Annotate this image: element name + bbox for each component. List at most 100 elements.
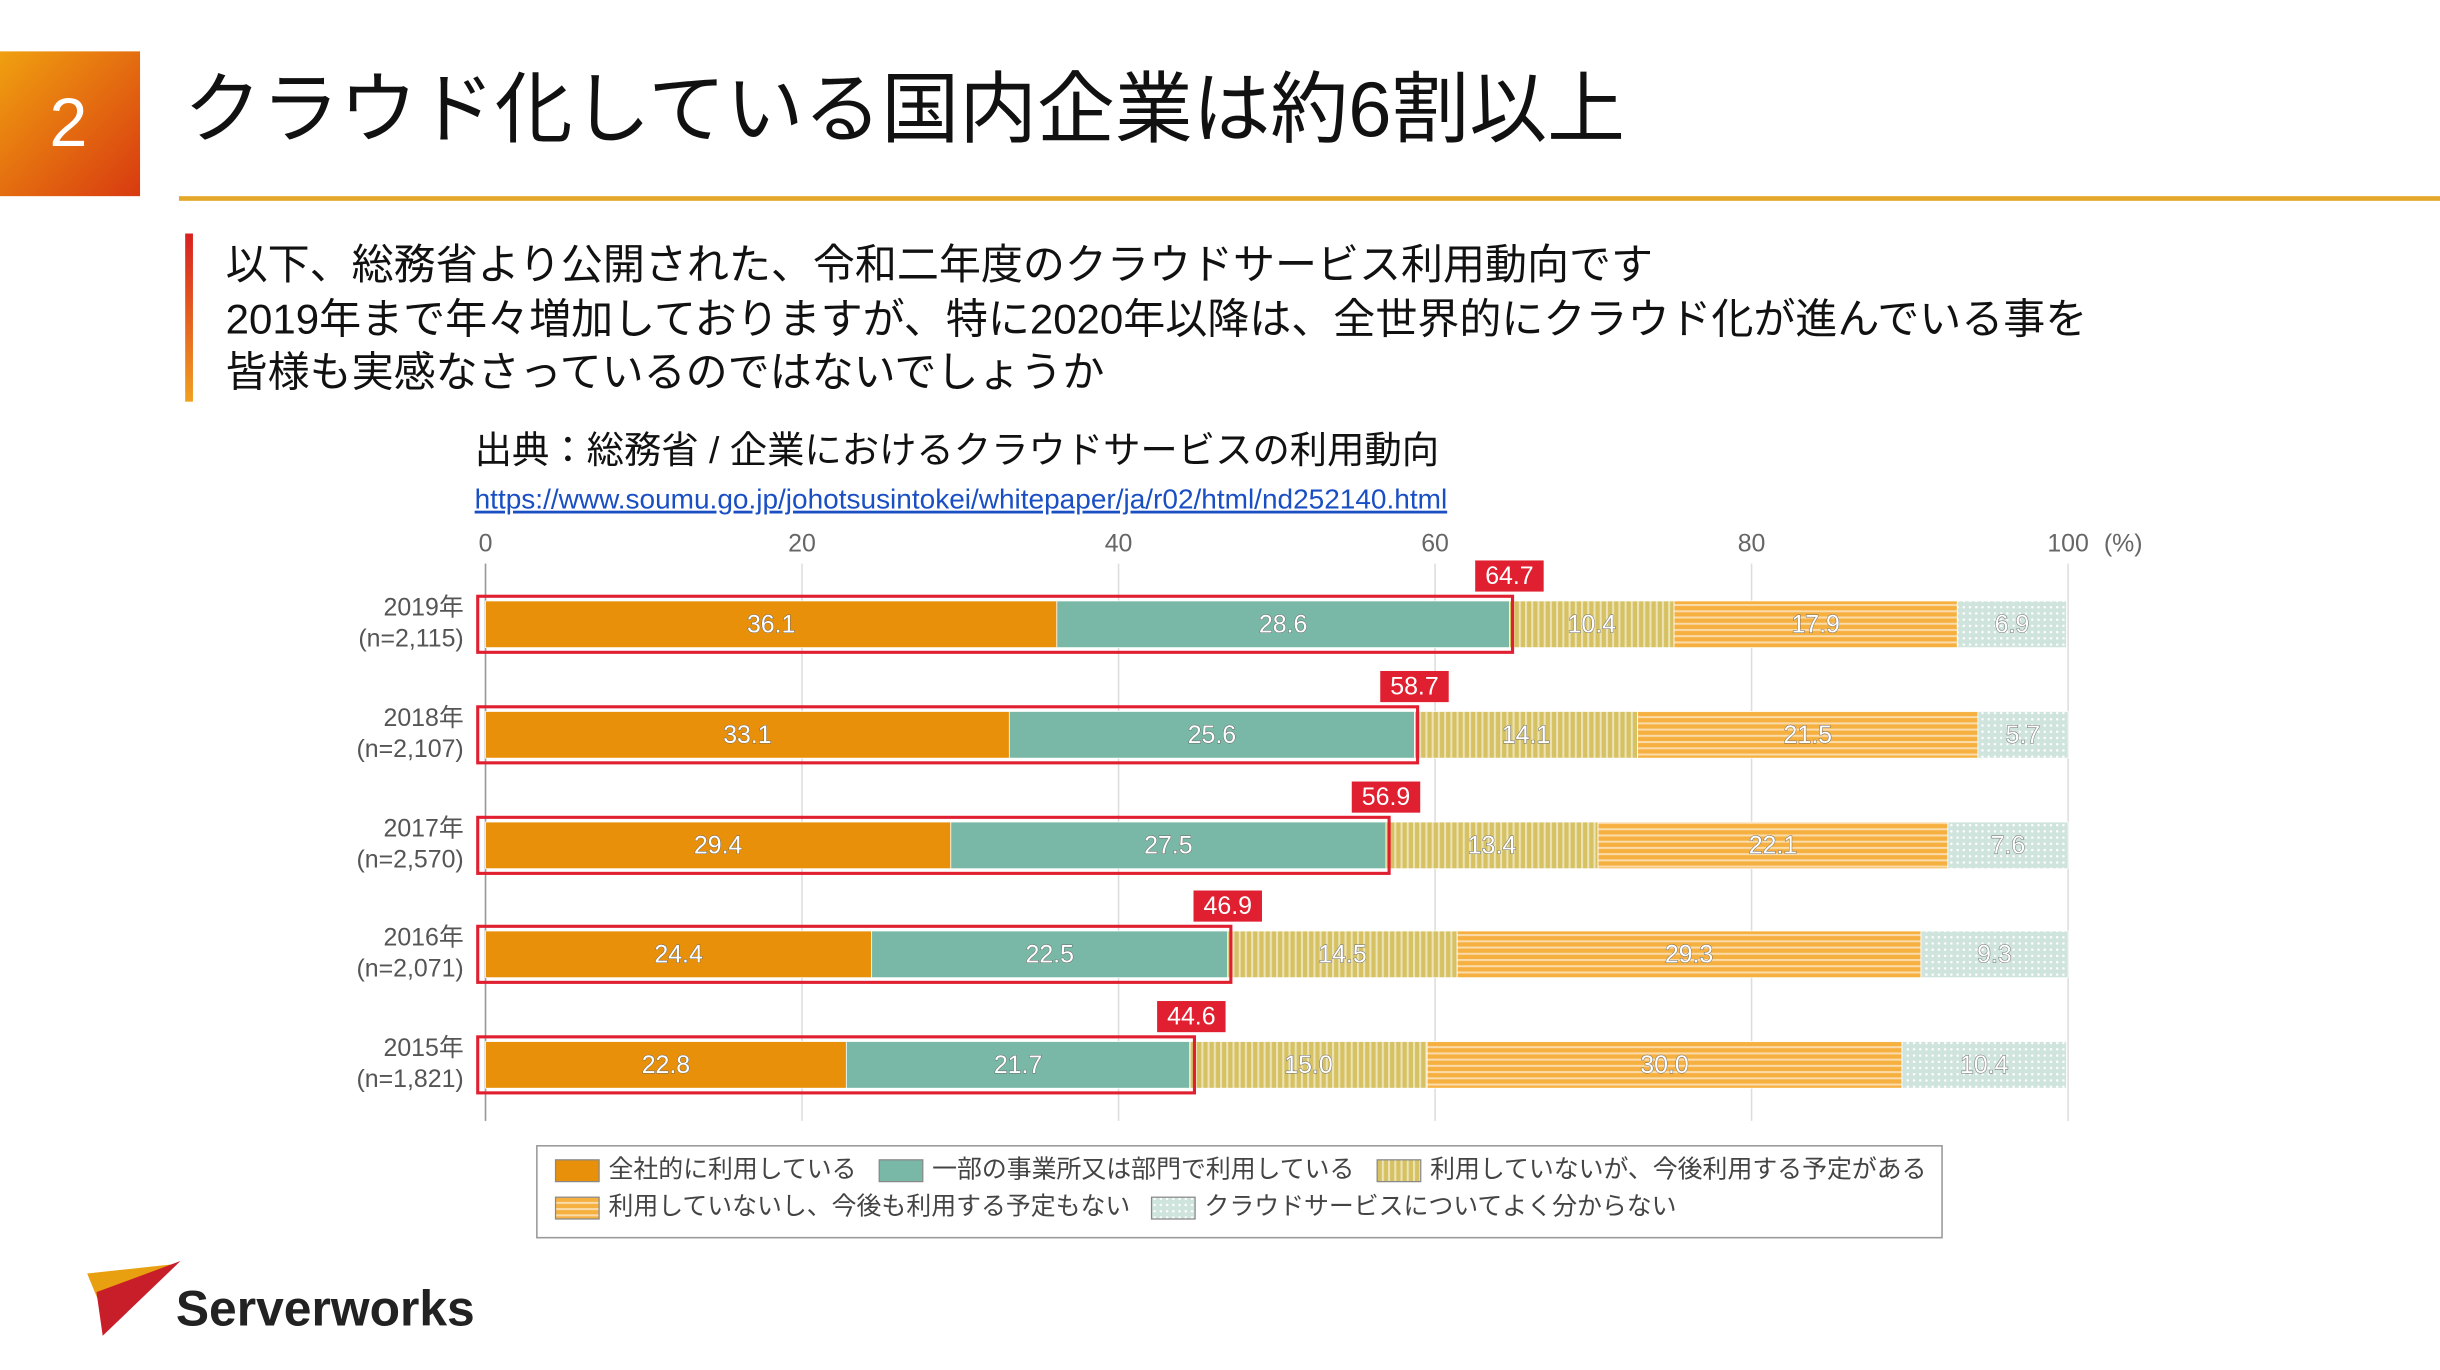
- data-label: 21.5: [1784, 721, 1832, 749]
- x-tick-label: 20: [788, 529, 816, 557]
- data-label: 25.6: [1188, 721, 1236, 749]
- category-label: 2016年: [383, 923, 463, 951]
- data-label: 22.8: [642, 1051, 690, 1079]
- slide-title: クラウド化している国内企業は約6割以上: [184, 67, 1625, 153]
- bar-segment: [485, 600, 1058, 649]
- category-sample: (n=2,071): [356, 954, 463, 982]
- legend-swatch: [554, 1196, 600, 1220]
- bar-segment: [485, 821, 952, 870]
- x-tick-label: 60: [1421, 529, 1449, 557]
- category-label: 2017年: [383, 814, 463, 842]
- source: 出典：総務省 / 企業におけるクラウドサービスの利用動向: [475, 429, 1440, 471]
- data-label: 29.3: [1665, 940, 1713, 968]
- bar-segment: [1977, 711, 2069, 759]
- bar-segment: [1227, 930, 1458, 979]
- data-label: 24.4: [654, 940, 703, 968]
- bar-segment: [1597, 821, 1949, 870]
- data-label: 22.1: [1749, 831, 1797, 859]
- category-sample: (n=2,107): [356, 735, 463, 763]
- legend-label: クラウドサービスについてよく分からない: [1204, 1193, 1676, 1221]
- data-label: 6.9: [1995, 610, 2030, 638]
- legend-swatch: [1150, 1196, 1196, 1220]
- category-sample: (n=2,115): [358, 624, 463, 652]
- legend-label: 利用していないし、今後も利用する予定もない: [608, 1193, 1130, 1221]
- bar-segment: [1189, 1041, 1428, 1089]
- data-label: 22.5: [1025, 940, 1073, 968]
- highlight-box: [476, 924, 1233, 984]
- data-label: 33.1: [723, 721, 771, 749]
- total-badge: [1380, 670, 1449, 703]
- x-tick-label: 80: [1738, 529, 1766, 557]
- data-label: 29.4: [694, 831, 743, 859]
- legend-label: 一部の事業所又は部門で利用している: [932, 1155, 1354, 1183]
- data-label: 17.9: [1791, 610, 1839, 638]
- total-label: 46.9: [1204, 892, 1252, 920]
- legend-label: 全社的に利用している: [608, 1155, 856, 1183]
- data-label: 30.0: [1640, 1051, 1688, 1079]
- number-badge: [0, 51, 141, 197]
- highlight-box: [476, 594, 1515, 654]
- x-tick-label: 40: [1105, 529, 1133, 557]
- body-line: 2019年まで年々増加しておりますが、特に2020年以降は、全世界的にクラウド化…: [226, 295, 2088, 342]
- bar-segment: [1426, 1041, 1903, 1089]
- category-sample: (n=1,821): [356, 1065, 463, 1093]
- data-label: 27.5: [1144, 831, 1192, 859]
- total-badge: [1193, 890, 1262, 922]
- title-rule: [178, 196, 2440, 201]
- bar-segment: [1901, 1041, 2067, 1089]
- data-label: 28.6: [1259, 610, 1307, 638]
- slide-number: 2: [49, 84, 87, 161]
- body-line: 以下、総務省より公開された、令和二年度のクラウドサービス利用動向です: [226, 241, 1653, 288]
- bar-segment: [1385, 821, 1599, 870]
- legend-box: [536, 1145, 1943, 1239]
- data-label: 10.4: [1960, 1051, 2009, 1079]
- x-tick-label: 0: [479, 529, 493, 557]
- data-label: 9.3: [1977, 940, 2012, 968]
- bar-segment: [1637, 711, 1979, 759]
- category-label: 2019年: [383, 593, 463, 621]
- legend-label: 利用していないが、今後利用する予定がある: [1430, 1155, 1926, 1183]
- bar-segment: [1947, 821, 2069, 870]
- x-unit: (%): [2104, 529, 2143, 557]
- total-label: 44.6: [1167, 1003, 1215, 1031]
- total-label: 64.7: [1485, 562, 1533, 590]
- bar-segment: [1956, 600, 2067, 649]
- total-badge: [1351, 781, 1421, 813]
- bar-segment: [845, 1041, 1191, 1089]
- bar-segment: [871, 930, 1229, 979]
- data-label: 14.1: [1502, 721, 1550, 749]
- total-badge: [1475, 560, 1544, 592]
- highlight-box: [476, 705, 1420, 765]
- category-sample: (n=2,570): [356, 845, 463, 873]
- bar-segment: [1008, 711, 1415, 759]
- data-label: 21.7: [994, 1051, 1042, 1079]
- logo-text: Serverworks: [176, 1281, 475, 1337]
- source-url[interactable]: https://www.soumu.go.jp/johotsusintokei/…: [475, 484, 1448, 515]
- bar-segment: [485, 1041, 847, 1089]
- data-label: 10.4: [1568, 610, 1617, 638]
- x-tick-label: 100: [2047, 529, 2089, 557]
- legend-swatch: [1376, 1159, 1422, 1183]
- logo-mark: [96, 1261, 181, 1336]
- bar-segment: [1056, 600, 1510, 649]
- data-label: 5.7: [2006, 721, 2041, 749]
- total-label: 58.7: [1390, 673, 1438, 701]
- category-label: 2015年: [383, 1034, 463, 1062]
- highlight-box: [476, 815, 1391, 875]
- total-badge: [1157, 1001, 1226, 1033]
- data-label: 14.5: [1318, 940, 1366, 968]
- data-label: 15.0: [1284, 1051, 1332, 1079]
- category-label: 2018年: [383, 704, 463, 732]
- bar-segment: [485, 930, 873, 979]
- bar-segment: [950, 821, 1387, 870]
- bar-segment: [485, 711, 1010, 759]
- bar-segment: [1920, 930, 2069, 979]
- legend-swatch: [554, 1159, 600, 1183]
- highlight-box: [476, 1035, 1197, 1095]
- data-label: 7.6: [1991, 831, 2026, 859]
- total-label: 56.9: [1362, 783, 1410, 811]
- legend-swatch: [878, 1159, 924, 1183]
- body-line: 皆様も実感なさっているのではないでしょうか: [226, 348, 1105, 395]
